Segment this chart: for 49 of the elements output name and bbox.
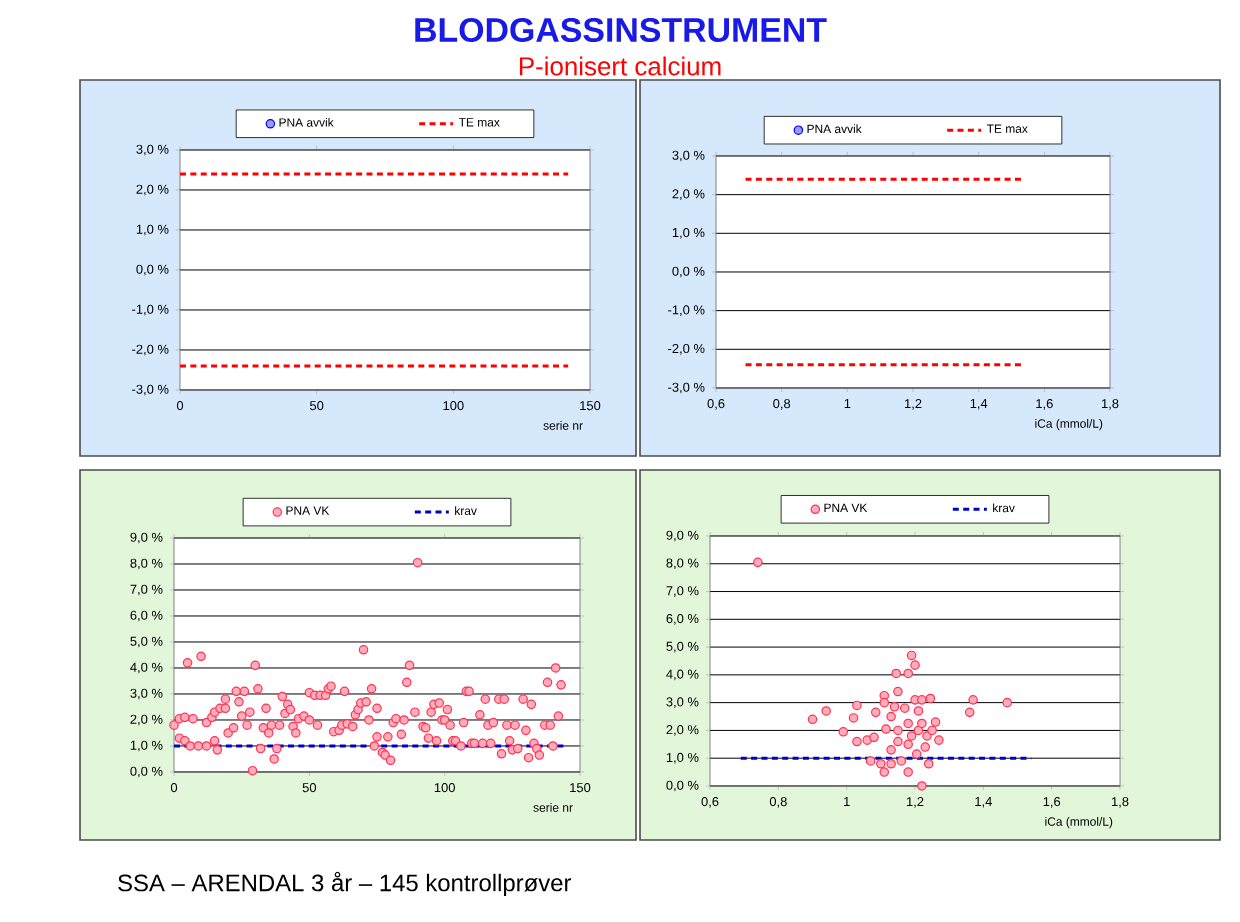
point [1002, 697, 1013, 708]
point [893, 736, 903, 747]
point [886, 758, 896, 769]
point [922, 731, 932, 741]
point [852, 736, 862, 747]
point [879, 767, 890, 777]
point [838, 727, 849, 737]
point [870, 707, 881, 718]
point [906, 731, 917, 741]
point [964, 707, 975, 718]
point [906, 650, 917, 661]
chart-subtitle: P-ionisert calcium [519, 56, 721, 76]
point [876, 758, 886, 769]
point [913, 706, 924, 716]
point [879, 697, 890, 708]
point [848, 713, 859, 723]
point [886, 711, 896, 722]
point [920, 742, 931, 752]
point [899, 703, 910, 713]
point [910, 660, 920, 670]
point [968, 695, 978, 705]
point [807, 714, 818, 725]
point [927, 725, 937, 736]
point [852, 700, 862, 711]
point [911, 749, 922, 759]
point [934, 735, 944, 745]
point [930, 717, 941, 727]
point [865, 756, 876, 766]
point [917, 695, 927, 705]
point [903, 739, 913, 750]
point [869, 732, 879, 743]
point [893, 686, 903, 697]
point [903, 668, 913, 679]
point [889, 702, 900, 712]
point [903, 718, 913, 729]
point [917, 781, 927, 791]
point [903, 767, 913, 777]
point [821, 706, 831, 716]
point [886, 745, 896, 755]
point [893, 725, 903, 736]
point [917, 718, 927, 729]
point [891, 668, 902, 679]
chart-title: BLODGASSINSTRUMENT [415, 17, 827, 42]
point [753, 557, 763, 568]
point [881, 724, 891, 734]
point [925, 693, 936, 704]
text: SSA – ARENDAL 3 år – 145 kontrollprøver [118, 871, 572, 897]
point [923, 758, 934, 769]
point [896, 756, 907, 766]
